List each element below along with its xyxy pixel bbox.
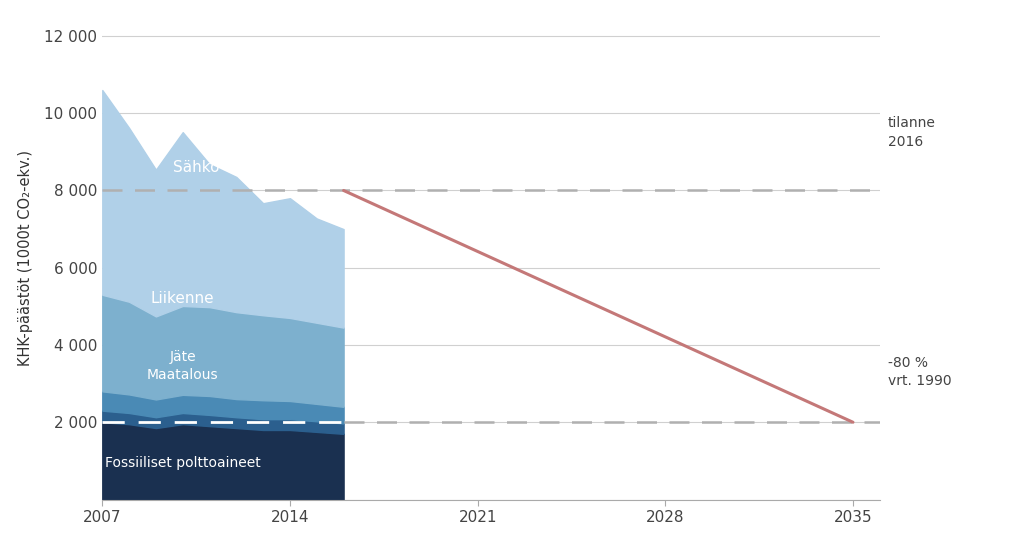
Text: Maatalous: Maatalous: [147, 368, 219, 382]
Y-axis label: KHK-päästöt (1000t CO₂-ekv.): KHK-päästöt (1000t CO₂-ekv.): [18, 150, 34, 366]
Text: -80 %
vrt. 1990: -80 % vrt. 1990: [888, 356, 951, 388]
Text: Fossiiliset polttoaineet: Fossiiliset polttoaineet: [104, 456, 261, 470]
Text: Sähkö: Sähkö: [173, 160, 219, 175]
Text: tilanne
2016: tilanne 2016: [888, 117, 936, 149]
Text: Jäte: Jäte: [170, 350, 196, 364]
Text: Liikenne: Liikenne: [151, 291, 215, 306]
